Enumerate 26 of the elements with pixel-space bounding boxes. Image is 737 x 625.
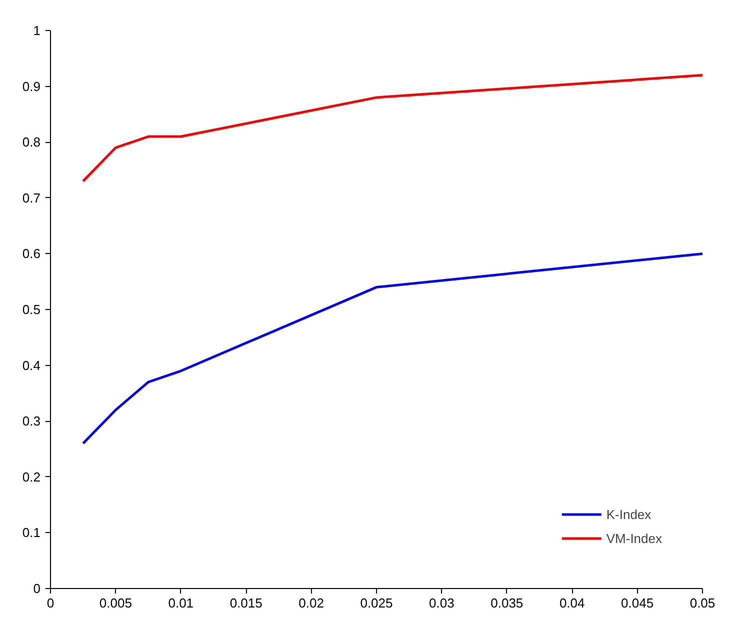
y-tick-label: 0.2 — [22, 469, 41, 484]
y-tick-label: 1 — [33, 23, 41, 38]
x-tick-label: 0.035 — [490, 596, 524, 610]
y-tick-label: 0.4 — [22, 358, 41, 373]
x-tick-label: 0.005 — [99, 596, 132, 610]
line-series — [82, 252, 702, 445]
x-tick-label: 0.05 — [690, 596, 716, 610]
x-tick-label: 0.015 — [230, 596, 262, 610]
x-tick-label: 0.045 — [621, 596, 654, 610]
x-tick-label: 0.025 — [360, 596, 393, 610]
legend-label: VM-Index — [606, 530, 662, 546]
x-tick-label: 0.04 — [559, 596, 585, 610]
y-tick-label: 0 — [33, 581, 41, 596]
x-tick-label: 0 — [46, 596, 54, 610]
y-tick-label: 0.1 — [22, 525, 41, 540]
y-tick-label: 0.3 — [22, 414, 41, 429]
y-tick-label: 0.5 — [22, 302, 41, 317]
y-tick-label: 0.6 — [22, 246, 41, 262]
y-tick-label: 0.9 — [22, 78, 41, 94]
y-tick-label: 0.7 — [22, 190, 41, 206]
line-series — [82, 74, 702, 182]
x-tick-label: 0.01 — [168, 596, 194, 610]
legend-label: K-Index — [606, 506, 652, 522]
y-tick-label: 0.8 — [22, 134, 41, 150]
x-tick-label: 0.03 — [429, 596, 454, 610]
x-tick-label: 0.02 — [298, 596, 324, 610]
